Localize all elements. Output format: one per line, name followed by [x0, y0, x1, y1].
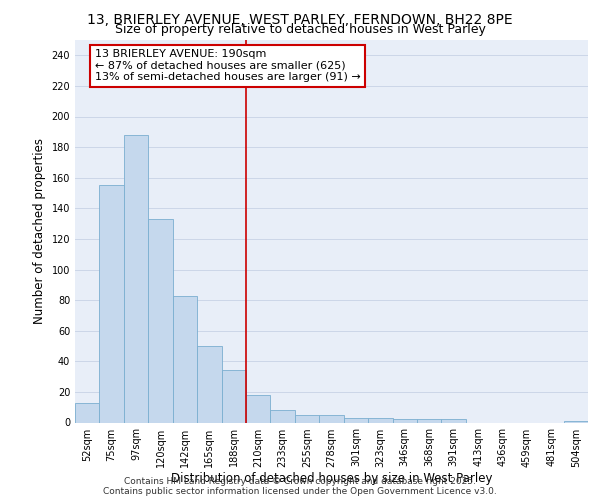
Bar	[417, 420, 442, 422]
Bar	[344, 418, 368, 422]
Bar	[246, 395, 271, 422]
Bar	[319, 415, 344, 422]
Bar	[124, 135, 148, 422]
Y-axis label: Number of detached properties: Number of detached properties	[33, 138, 46, 324]
Bar	[197, 346, 221, 422]
Bar	[173, 296, 197, 422]
Text: 13, BRIERLEY AVENUE, WEST PARLEY, FERNDOWN, BH22 8PE: 13, BRIERLEY AVENUE, WEST PARLEY, FERNDO…	[87, 12, 513, 26]
Bar	[563, 421, 588, 422]
Bar	[392, 420, 417, 422]
Bar	[442, 420, 466, 422]
Bar	[271, 410, 295, 422]
Text: 13 BRIERLEY AVENUE: 190sqm
← 87% of detached houses are smaller (625)
13% of sem: 13 BRIERLEY AVENUE: 190sqm ← 87% of deta…	[95, 49, 360, 82]
Bar	[75, 402, 100, 422]
Bar	[368, 418, 392, 422]
Bar	[221, 370, 246, 422]
Bar	[295, 415, 319, 422]
Bar	[100, 186, 124, 422]
Text: Size of property relative to detached houses in West Parley: Size of property relative to detached ho…	[115, 24, 485, 36]
Bar	[148, 219, 173, 422]
X-axis label: Distribution of detached houses by size in West Parley: Distribution of detached houses by size …	[171, 472, 492, 486]
Text: Contains HM Land Registry data © Crown copyright and database right 2025.
Contai: Contains HM Land Registry data © Crown c…	[103, 476, 497, 496]
